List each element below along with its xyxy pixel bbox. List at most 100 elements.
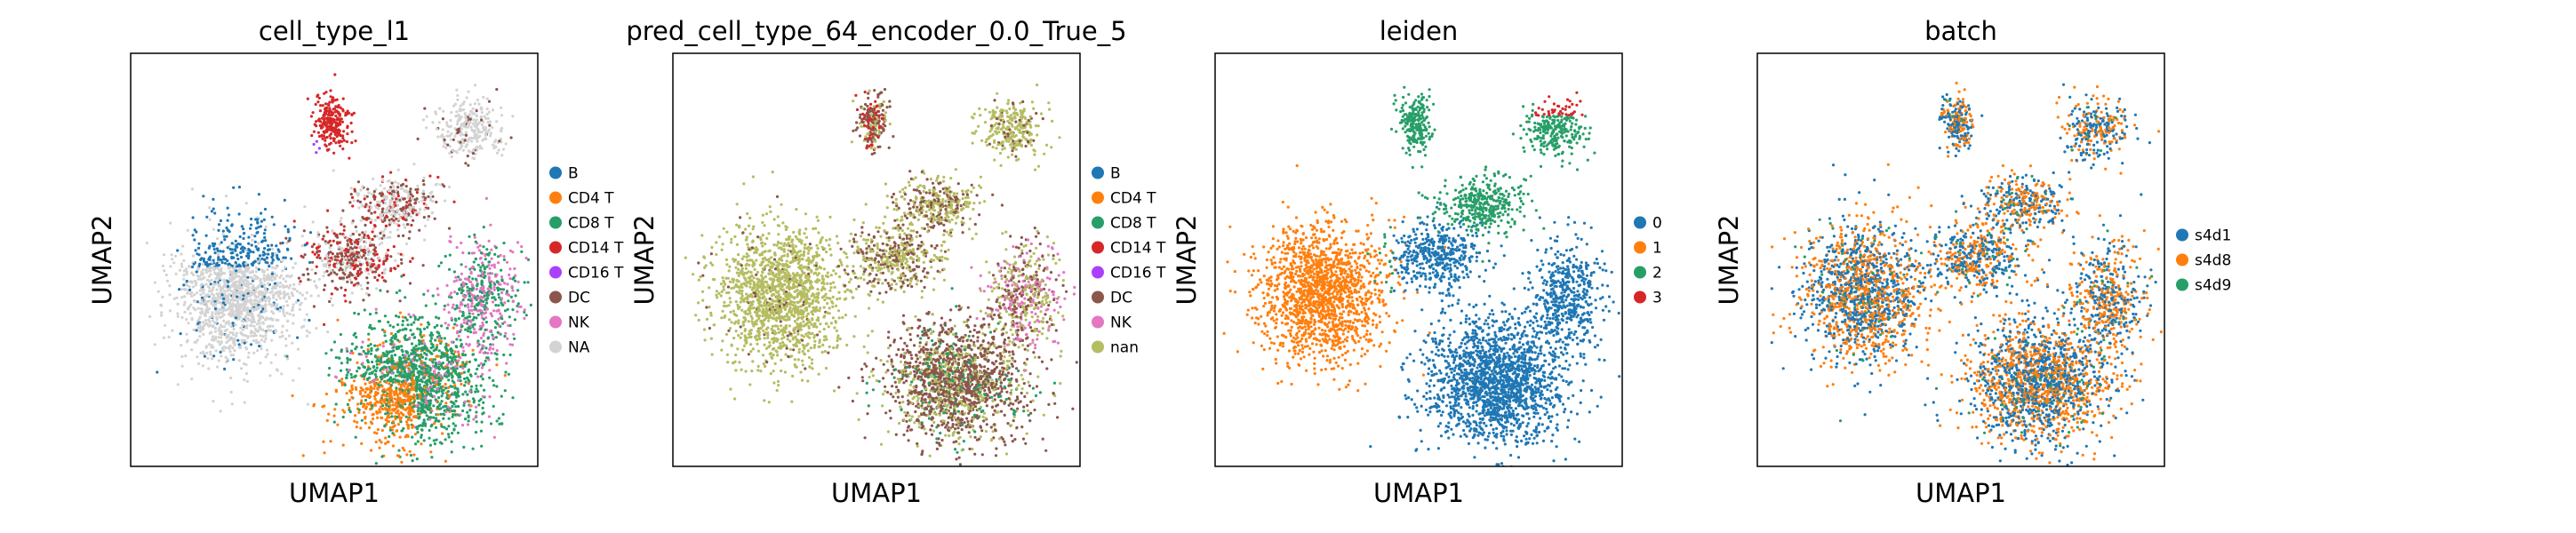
scatter-point [468,103,472,107]
scatter-point [316,100,320,104]
scatter-point [260,211,263,215]
scatter-point [250,276,253,280]
scatter-point [275,284,278,288]
scatter-point [467,163,470,167]
scatter-point [428,380,432,384]
scatter-point [471,312,475,315]
scatter-point [303,253,307,257]
scatter-point [420,380,424,384]
scatter-point [398,216,402,219]
scatter-point [412,163,416,166]
scatter-point [360,399,364,402]
scatter-point [450,362,453,365]
scatter-point [225,321,228,324]
scatter-point [379,380,382,384]
scatter-point [196,355,199,359]
scatter-point [356,192,361,195]
scatter-point [349,372,353,377]
scatter-point [212,338,215,341]
scatter-point [245,323,249,328]
scatter-point [350,376,354,379]
scatter-point [492,263,496,266]
scatter-point [399,252,403,256]
scatter-point [214,335,218,338]
scatter-point [397,382,401,386]
scatter-point [393,266,396,270]
scatter-point [292,282,296,286]
scatter-point [182,283,186,287]
scatter-point [464,120,468,123]
scatter-point [354,414,357,418]
scatter-point [199,307,203,311]
scatter-point [481,274,484,277]
scatter-point [260,282,264,285]
scatter-point [350,274,354,277]
scatter-point [240,310,244,314]
scatter-point [429,331,433,335]
scatter-point [245,254,249,258]
scatter-point [194,299,197,303]
scatter-point [354,347,357,351]
scatter-point [392,221,396,225]
scatter-point [493,326,498,330]
scatter-point [249,301,252,305]
scatter-point [382,187,386,190]
scatter-point [341,97,345,100]
scatter-point [436,366,440,370]
scatter-point [418,342,421,346]
scatter-point [223,261,228,265]
scatter-point [284,299,288,303]
scatter-point [262,276,266,280]
scatter-point [487,110,491,114]
scatter-point [258,345,261,348]
scatter-point [478,134,482,138]
scatter-point [220,348,224,352]
scatter-point [481,406,484,410]
scatter-point [349,121,353,125]
scatter-point [371,237,374,242]
scatter-point [163,269,166,273]
scatter-point [441,366,444,370]
scatter-point [369,385,372,388]
scatter-point [220,332,223,337]
scatter-point [428,436,431,440]
scatter-point [159,314,164,317]
scatter-point [425,126,428,130]
scatter-point [187,322,190,325]
scatter-point [286,248,290,251]
scatter-point [350,395,354,399]
scatter-point [406,195,410,200]
scatter-point [389,171,393,174]
scatter-point [484,316,488,320]
scatter-point [472,401,476,404]
scatter-point [255,307,259,311]
scatter-point [359,188,363,192]
scatter-point [336,131,340,135]
scatter-point [455,304,459,307]
scatter-point [443,307,446,311]
scatter-point [441,432,444,435]
scatter-point [363,197,366,201]
scatter-point [285,354,289,358]
scatter-point [212,325,215,329]
scatter-point [204,234,208,237]
scatter-point [356,366,360,370]
scatter-point [256,301,260,305]
scatter-point [420,363,424,367]
scatter-point [325,258,329,261]
scatter-point [428,392,433,395]
scatter-point [439,354,443,358]
scatter-point [228,313,231,316]
scatter-point [208,206,212,210]
scatter-point [375,348,379,352]
scatter-point [204,282,208,286]
scatter-point [442,145,445,148]
scatter-point [464,418,468,421]
scatter-point [401,182,404,187]
scatter-point [364,241,368,244]
scatter-point [461,289,465,292]
scatter-point [373,373,377,377]
scatter-point [484,258,487,261]
scatter-point [421,118,425,122]
scatter-point [184,267,188,271]
